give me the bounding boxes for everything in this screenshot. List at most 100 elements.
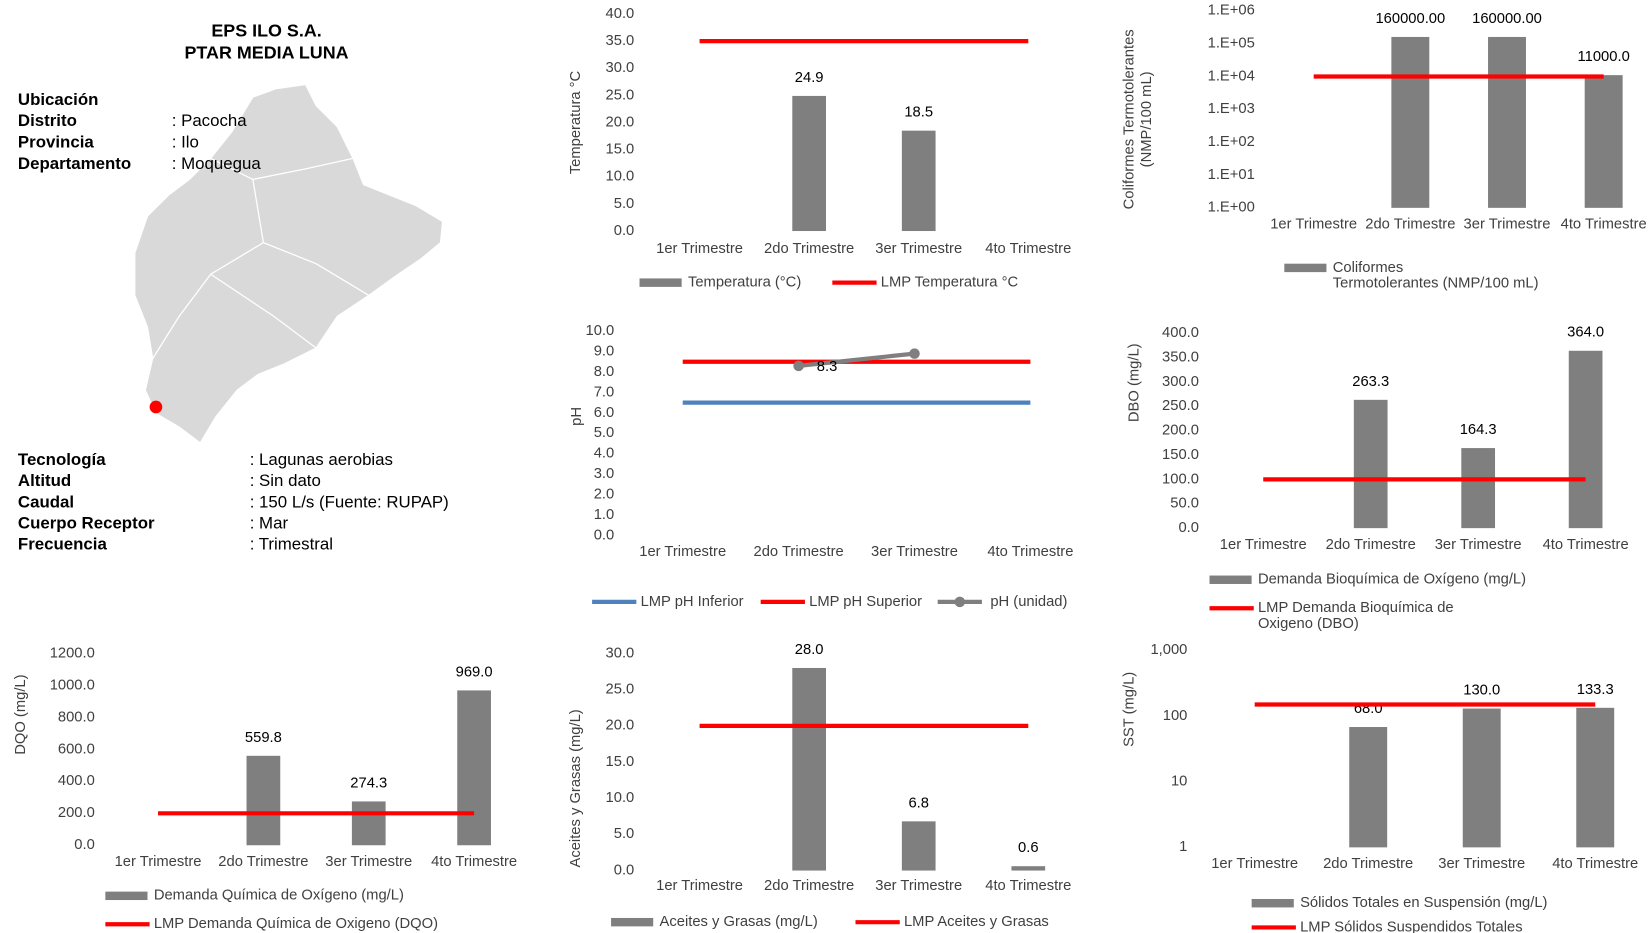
bar <box>1576 707 1615 848</box>
data-label: 164.3 <box>1460 422 1497 438</box>
legend-label: LMP pH Superior <box>809 594 922 610</box>
info-value: : Lagunas aerobias <box>250 450 393 469</box>
y-tick-label: 0.0 <box>614 223 635 239</box>
legend-label: Coliformes Termotolerantes (NMP/100 mL) <box>1333 260 1539 292</box>
info-value: : Moquegua <box>172 154 262 173</box>
info-value: : Sin dato <box>250 471 321 490</box>
y-tick-label: 1.E+00 <box>1208 200 1255 216</box>
chart: 0.0 5.0 10.0 15.0 20.0 25.0 30.0 1er Trimestre 2… <box>568 642 1071 930</box>
y-tick-label: 1.E+06 <box>1208 3 1255 19</box>
x-tick-label: 3er Trimestre <box>871 544 958 560</box>
bar <box>792 667 826 871</box>
bar <box>1568 350 1603 529</box>
y-tick-label: 400.0 <box>58 773 95 789</box>
y-axis-label: DQO (mg/L) <box>13 674 29 754</box>
info-label: Distrito <box>18 111 77 130</box>
legend-swatch <box>1251 898 1294 908</box>
bar <box>1584 75 1623 208</box>
info-value: : Trimestral <box>250 534 333 553</box>
y-tick-label: 50.0 <box>1170 496 1199 512</box>
y-tick-label: 1.E+01 <box>1208 167 1255 183</box>
y-tick-label: 1200.0 <box>50 645 95 661</box>
y-tick-label: 1 <box>1179 839 1187 855</box>
y-tick-label: 2.0 <box>594 487 615 503</box>
data-label: 133.3 <box>1577 682 1614 698</box>
data-label: 8.3 <box>817 359 838 375</box>
y-tick-label: 100 <box>1163 708 1188 724</box>
y-axis-label: Aceites y Grasas (mg/L) <box>568 709 584 867</box>
bar <box>1391 36 1430 208</box>
x-tick-label: 1er Trimestre <box>1211 856 1298 872</box>
info-value: : Ilo <box>172 133 199 152</box>
x-tick-label: 1er Trimestre <box>656 241 743 257</box>
legend-label: LMP Demanda Bioquímica de Oxigeno (DBO) <box>1258 600 1458 632</box>
y-tick-label: 5.0 <box>614 826 635 842</box>
map-district-lines <box>152 157 370 359</box>
x-tick-label: 2do Trimestre <box>764 241 854 257</box>
y-tick-label: 15.0 <box>606 142 635 158</box>
legend-label: LMP Aceites y Grasas <box>904 914 1049 930</box>
data-label: 160000.00 <box>1472 11 1542 27</box>
chart: 0.0 200.0 400.0 600.0 800.0 1000.0 1200.0 1er T… <box>13 645 517 932</box>
legend-label: LMP Temperatura °C <box>881 275 1019 291</box>
data-label: 263.3 <box>1352 374 1389 390</box>
bar <box>792 95 826 232</box>
x-tick-label: 1er Trimestre <box>639 544 726 560</box>
x-tick-label: 4to Trimestre <box>1552 856 1638 872</box>
x-tick-label: 3er Trimestre <box>1435 537 1522 553</box>
bar <box>457 690 491 846</box>
bar <box>1488 36 1526 208</box>
legend-label: LMP Sólidos Suspendidos Totales <box>1300 919 1522 933</box>
x-tick-label: 3er Trimestre <box>875 241 962 257</box>
y-tick-label: 200.0 <box>1162 423 1199 439</box>
data-label: 0.6 <box>1018 840 1039 856</box>
y-tick-label: 600.0 <box>58 741 95 757</box>
x-tick-label: 3er Trimestre <box>1438 856 1525 872</box>
x-tick-label: 3er Trimestre <box>875 878 962 894</box>
y-tick-label: 40.0 <box>606 6 635 22</box>
x-tick-label: 2do Trimestre <box>1365 217 1455 233</box>
info-value: : Pacocha <box>172 111 248 130</box>
y-tick-label: 1.E+03 <box>1208 101 1255 117</box>
map <box>134 84 444 444</box>
y-tick-label: 20.0 <box>606 114 635 130</box>
x-tick-label: 4to Trimestre <box>985 241 1071 257</box>
bar <box>1353 399 1388 529</box>
y-tick-label: 6.0 <box>594 405 615 421</box>
y-axis-label: DBO (mg/L) <box>1127 343 1143 422</box>
x-tick-label: 4to Trimestre <box>1561 217 1647 233</box>
data-label: 274.3 <box>350 775 387 791</box>
y-axis-label: (NMP/100 mL) <box>1139 71 1155 167</box>
y-tick-label: 200.0 <box>58 805 95 821</box>
title: PTAR MEDIA LUNA <box>184 43 348 63</box>
y-tick-label: 1,000 <box>1150 642 1187 658</box>
legend-label: LMP pH Inferior <box>641 594 744 610</box>
y-tick-label: 35.0 <box>606 33 635 49</box>
info-value: : Mar <box>250 513 289 532</box>
info-label: Departamento <box>18 154 131 173</box>
y-tick-label: 25.0 <box>606 87 635 103</box>
bar <box>1011 866 1046 871</box>
x-tick-label: 4to Trimestre <box>985 878 1071 894</box>
y-tick-label: 10.0 <box>606 169 635 185</box>
y-tick-label: 150.0 <box>1162 447 1199 463</box>
x-tick-label: 2do Trimestre <box>764 878 854 894</box>
legend-label: Temperatura (°C) <box>688 275 801 291</box>
y-tick-label: 4.0 <box>594 446 615 462</box>
legend-label: Aceites y Grasas (mg/L) <box>660 914 818 930</box>
chart: 1 10 100 1,000 1er Trimestre 2do Trimestre 3er… <box>1121 642 1638 933</box>
chart: 0.0 1.0 2.0 3.0 4.0 5.0 6.0 7.0 8.0 9.0 10.0 1er Tr… <box>569 323 1073 610</box>
chart: 0.0 50.0 100.0 150.0 200.0 250.0 300.0 350.0 400… <box>1127 325 1629 632</box>
data-label: 11000.0 <box>1578 49 1630 65</box>
legend-marker <box>954 596 966 608</box>
x-tick-label: 1er Trimestre <box>1270 217 1357 233</box>
legend-label: Sólidos Totales en Suspensión (mg/L) <box>1300 895 1547 911</box>
x-tick-label: 4to Trimestre <box>987 544 1073 560</box>
bar <box>1462 708 1501 848</box>
y-tick-label: 25.0 <box>606 682 635 698</box>
y-tick-label: 0.0 <box>74 837 95 853</box>
section-heading: Ubicación <box>18 90 99 109</box>
bar <box>246 755 281 846</box>
x-tick-label: 2do Trimestre <box>218 854 308 870</box>
y-tick-label: 10.0 <box>586 323 615 339</box>
